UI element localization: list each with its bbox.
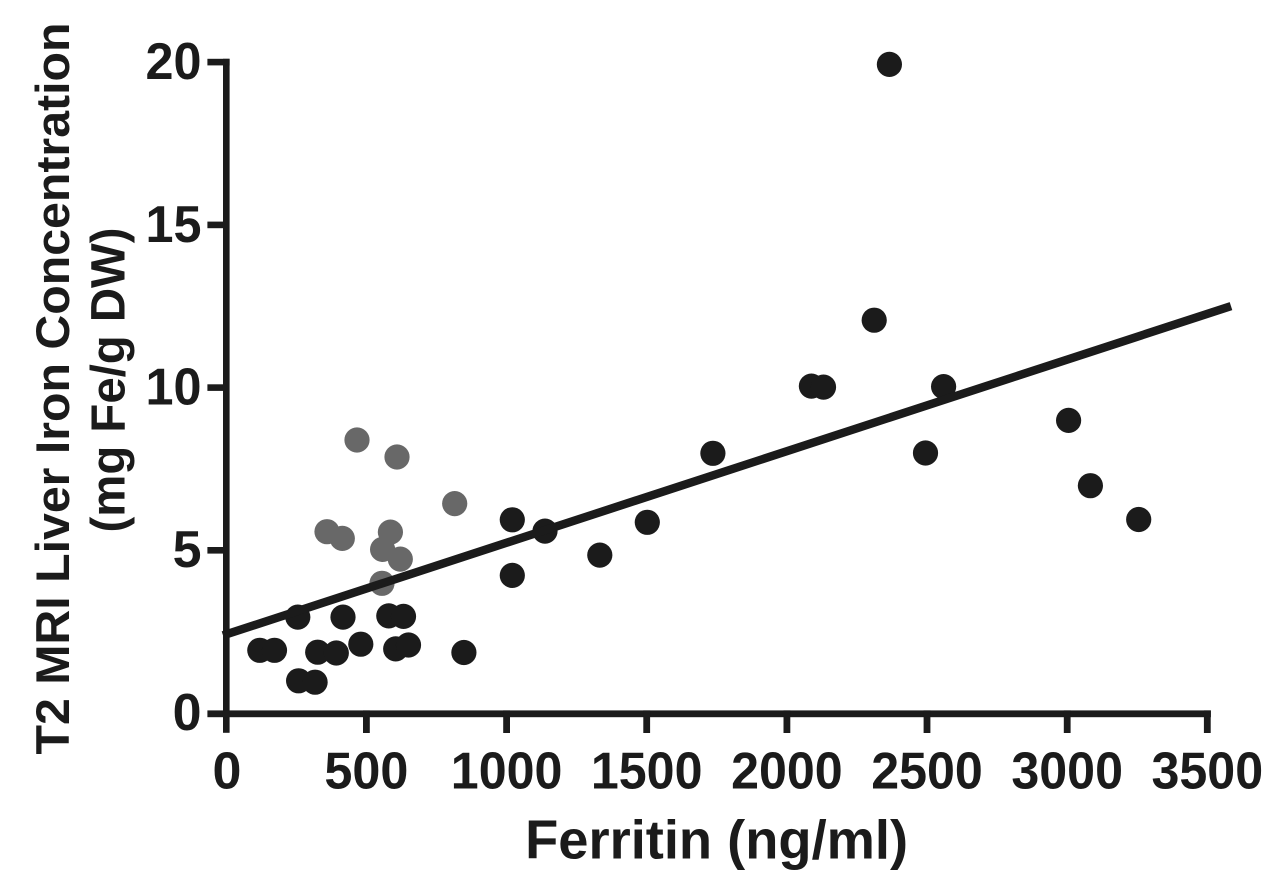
- svg-text:10: 10: [146, 359, 202, 417]
- svg-text:1000: 1000: [451, 743, 563, 801]
- svg-text:2000: 2000: [731, 743, 843, 801]
- svg-text:2500: 2500: [871, 743, 983, 801]
- svg-text:0: 0: [173, 684, 202, 742]
- svg-text:500: 500: [324, 743, 408, 801]
- svg-text:Ferritin (ng/ml): Ferritin (ng/ml): [525, 809, 908, 870]
- svg-text:(mg Fe/g DW): (mg Fe/g DW): [83, 228, 136, 533]
- svg-text:3000: 3000: [1011, 743, 1123, 801]
- svg-text:3500: 3500: [1152, 743, 1264, 801]
- svg-text:20: 20: [146, 33, 202, 91]
- svg-text:T2 MRI Liver Iron Concentratio: T2 MRI Liver Iron Concentration: [26, 23, 79, 755]
- svg-text:5: 5: [173, 521, 202, 579]
- svg-text:15: 15: [146, 196, 202, 254]
- svg-text:1500: 1500: [591, 743, 703, 801]
- svg-text:0: 0: [213, 743, 242, 801]
